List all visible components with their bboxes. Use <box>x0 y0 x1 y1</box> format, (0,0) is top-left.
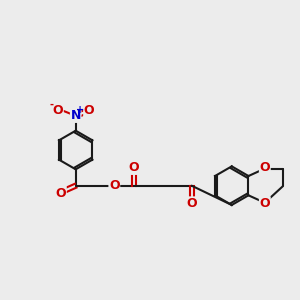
Text: +: + <box>76 106 84 116</box>
Text: O: O <box>260 197 270 210</box>
Text: -: - <box>50 100 54 110</box>
Text: O: O <box>84 104 94 117</box>
Text: O: O <box>109 179 120 192</box>
Text: O: O <box>56 187 66 200</box>
Text: O: O <box>186 197 197 210</box>
Text: O: O <box>128 161 139 174</box>
Text: N: N <box>70 109 81 122</box>
Text: O: O <box>52 104 63 117</box>
Text: O: O <box>260 161 270 175</box>
